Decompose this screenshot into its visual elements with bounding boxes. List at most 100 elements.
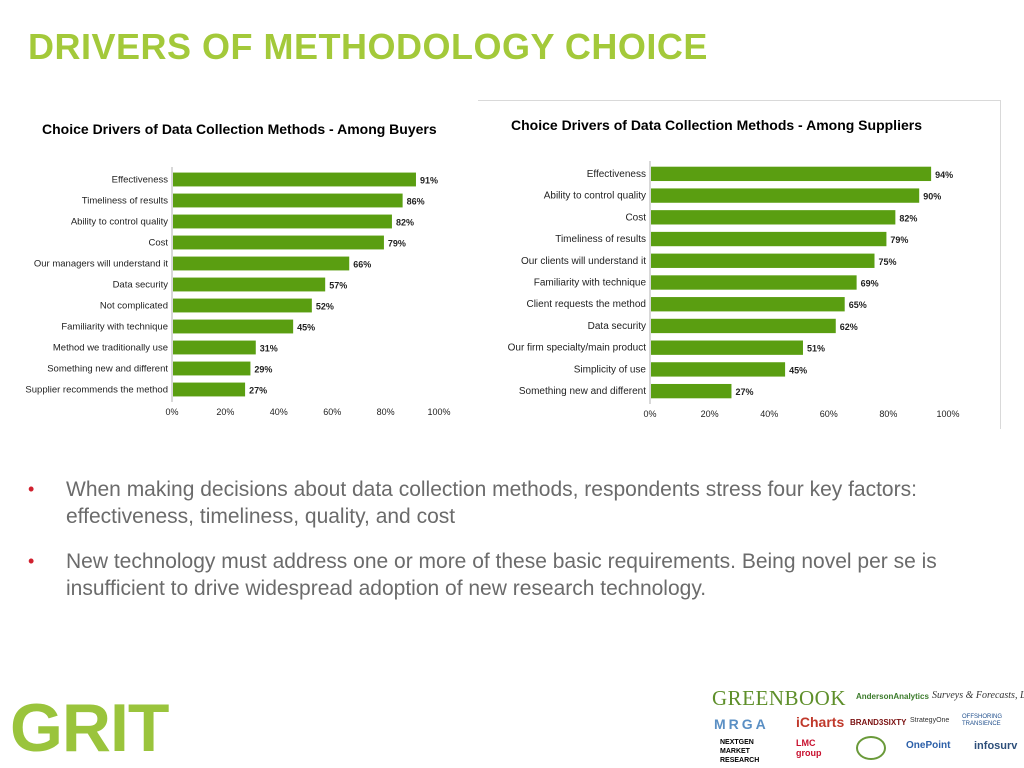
suppliers-bar — [651, 362, 786, 377]
sponsor-lmc-logo: LMC group — [796, 738, 822, 758]
suppliers-value-label: 51% — [807, 344, 825, 354]
suppliers-category-label: Ability to control quality — [544, 191, 646, 202]
suppliers-bar — [651, 383, 732, 399]
buyers-bar — [173, 172, 416, 187]
buyers-chart-title: Choice Drivers of Data Collection Method… — [42, 121, 437, 137]
buyers-bar — [173, 193, 403, 208]
buyers-bar — [173, 361, 251, 376]
bullet-text: New technology must address one or more … — [66, 550, 937, 600]
suppliers-value-label: 62% — [840, 322, 858, 332]
sponsor-logos: GREENBOOK AndersonAnalytics Surveys & Fo… — [710, 684, 1024, 764]
buyers-bar — [173, 319, 294, 334]
suppliers-tick-label: 20% — [701, 409, 719, 419]
bullet-item: • When making decisions about data colle… — [28, 476, 968, 530]
suppliers-value-label: 27% — [735, 387, 753, 397]
bullet-list: • When making decisions about data colle… — [28, 476, 968, 620]
suppliers-category-label: Familiarity with technique — [534, 278, 647, 289]
buyers-bar — [173, 340, 256, 355]
suppliers-value-label: 79% — [890, 235, 908, 245]
bullet-text: When making decisions about data collect… — [66, 478, 917, 528]
suppliers-bar — [651, 166, 932, 182]
suppliers-value-label: 65% — [849, 300, 867, 310]
buyers-bar — [173, 214, 392, 229]
suppliers-value-label: 75% — [879, 257, 897, 267]
bullet-icon: • — [28, 479, 35, 499]
bullet-icon: • — [28, 551, 35, 571]
buyers-value-label: 66% — [353, 260, 371, 270]
buyers-value-label: 91% — [420, 176, 438, 186]
suppliers-value-label: 82% — [899, 213, 917, 223]
buyers-tick-label: 40% — [270, 407, 288, 417]
buyers-category-label: Method we traditionally use — [53, 343, 168, 354]
buyers-tick-label: 80% — [377, 407, 395, 417]
buyers-category-label: Our managers will understand it — [34, 259, 168, 270]
buyers-value-label: 82% — [396, 218, 414, 228]
buyers-category-label: Cost — [148, 238, 168, 249]
buyers-tick-label: 60% — [323, 407, 341, 417]
buyers-category-label: Timeliness of results — [82, 196, 168, 207]
buyers-category-label: Effectiveness — [112, 175, 169, 186]
buyers-category-label: Supplier recommends the method — [25, 385, 168, 396]
suppliers-bar — [651, 210, 896, 225]
sponsor-onepoint-logo: OnePoint — [906, 740, 951, 751]
suppliers-tick-label: 0% — [643, 409, 656, 419]
suppliers-category-label: Simplicity of use — [574, 364, 647, 375]
suppliers-value-label: 94% — [935, 170, 953, 180]
buyers-category-label: Familiarity with technique — [61, 322, 168, 333]
suppliers-tick-label: 40% — [760, 409, 778, 419]
buyers-tick-label: 0% — [165, 407, 178, 417]
suppliers-tick-label: 100% — [936, 409, 959, 419]
buyers-chart-svg: Choice Drivers of Data Collection Method… — [25, 121, 450, 417]
buyers-value-label: 29% — [254, 365, 272, 375]
buyers-category-label: Ability to control quality — [71, 217, 168, 228]
suppliers-category-label: Our firm specialty/main product — [508, 343, 647, 354]
sponsor-seal-icon — [856, 736, 886, 760]
suppliers-value-label: 45% — [789, 365, 807, 375]
suppliers-value-label: 69% — [861, 279, 879, 289]
suppliers-value-label: 90% — [923, 192, 941, 202]
suppliers-bar — [651, 253, 875, 268]
suppliers-bar — [651, 188, 920, 203]
suppliers-bar — [651, 318, 836, 334]
suppliers-bar — [651, 297, 845, 312]
page-title: DRIVERS OF METHODOLOGY CHOICE — [28, 26, 708, 67]
grit-logo: GRIT — [10, 690, 169, 766]
buyers-chart: Choice Drivers of Data Collection Method… — [20, 106, 478, 426]
buyers-tick-label: 20% — [216, 407, 234, 417]
bullet-item: • New technology must address one or mor… — [28, 548, 968, 602]
suppliers-category-label: Client requests the method — [526, 299, 646, 310]
sponsor-offshoring-logo: OFFSHORING TRANSIENCE — [962, 714, 1002, 727]
suppliers-bar — [651, 231, 887, 247]
buyers-value-label: 57% — [329, 281, 347, 291]
buyers-value-label: 79% — [388, 239, 406, 249]
sponsor-nextgen-logo: NEXTGEN MARKET RESEARCH — [720, 739, 760, 764]
suppliers-chart-svg: Choice Drivers of Data Collection Method… — [508, 117, 960, 419]
suppliers-category-label: Something new and different — [519, 386, 646, 397]
sponsor-surveys-logo: Surveys & Forecasts, LLC — [932, 690, 1024, 701]
suppliers-chart: Choice Drivers of Data Collection Method… — [478, 100, 1001, 429]
suppliers-tick-label: 60% — [820, 409, 838, 419]
sponsor-icharts-logo: iCharts — [796, 714, 845, 730]
suppliers-category-label: Cost — [625, 212, 646, 223]
buyers-bar — [173, 298, 312, 313]
suppliers-bar — [651, 340, 803, 355]
buyers-category-label: Not complicated — [100, 301, 168, 312]
suppliers-tick-label: 80% — [879, 409, 897, 419]
suppliers-chart-title: Choice Drivers of Data Collection Method… — [511, 117, 922, 133]
buyers-bar — [173, 277, 326, 292]
sponsor-strategyone-logo: StrategyOne — [910, 717, 950, 724]
buyers-value-label: 45% — [297, 323, 315, 333]
buyers-bar — [173, 235, 384, 250]
buyers-bar — [173, 256, 350, 271]
buyers-category-label: Something new and different — [47, 364, 168, 375]
buyers-value-label: 86% — [407, 197, 425, 207]
sponsor-infosurv-logo: infosurv — [974, 740, 1018, 752]
buyers-value-label: 27% — [249, 386, 267, 396]
suppliers-category-label: Timeliness of results — [555, 234, 646, 245]
buyers-tick-label: 100% — [427, 407, 450, 417]
buyers-value-label: 52% — [316, 302, 334, 312]
buyers-value-label: 31% — [260, 344, 278, 354]
sponsor-anderson-logo: AndersonAnalytics — [856, 692, 929, 701]
suppliers-category-label: Our clients will understand it — [521, 256, 646, 267]
buyers-bar — [173, 382, 246, 397]
